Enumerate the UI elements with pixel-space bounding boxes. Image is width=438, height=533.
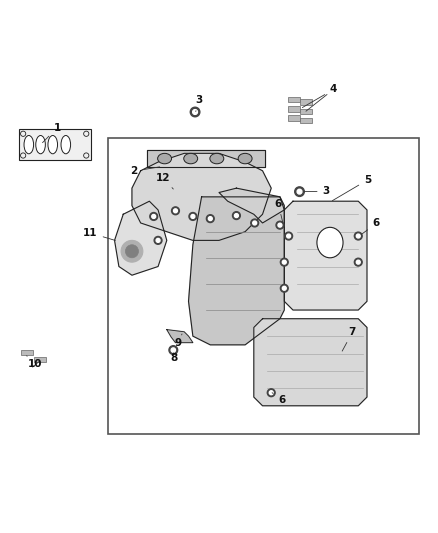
- Text: 1: 1: [42, 123, 61, 143]
- Circle shape: [191, 214, 195, 219]
- Circle shape: [171, 348, 176, 352]
- Circle shape: [253, 221, 257, 225]
- Bar: [108, 138, 419, 434]
- Circle shape: [267, 389, 275, 397]
- Circle shape: [276, 221, 284, 229]
- Circle shape: [190, 107, 200, 117]
- Circle shape: [280, 284, 288, 292]
- Text: 6: 6: [275, 199, 283, 222]
- Bar: [288, 97, 300, 102]
- Circle shape: [233, 212, 240, 220]
- Polygon shape: [188, 197, 284, 345]
- Bar: [21, 350, 33, 356]
- Text: 9: 9: [175, 334, 182, 348]
- Circle shape: [285, 232, 293, 240]
- Circle shape: [269, 391, 273, 394]
- Bar: [288, 107, 300, 111]
- Circle shape: [189, 213, 197, 220]
- Polygon shape: [254, 319, 367, 406]
- Circle shape: [295, 187, 304, 197]
- Circle shape: [193, 110, 198, 115]
- Polygon shape: [147, 150, 265, 167]
- Circle shape: [354, 258, 362, 266]
- Text: 8: 8: [170, 352, 177, 362]
- Circle shape: [172, 207, 180, 215]
- Ellipse shape: [36, 135, 46, 154]
- Circle shape: [169, 346, 178, 354]
- Circle shape: [297, 189, 302, 194]
- Circle shape: [283, 260, 286, 264]
- Circle shape: [150, 213, 158, 220]
- Polygon shape: [115, 201, 167, 275]
- Polygon shape: [132, 154, 271, 240]
- Ellipse shape: [184, 154, 198, 164]
- Ellipse shape: [48, 135, 57, 154]
- Text: 11: 11: [83, 228, 115, 240]
- Ellipse shape: [210, 154, 224, 164]
- Bar: [300, 99, 312, 104]
- Circle shape: [173, 209, 177, 213]
- Bar: [300, 118, 312, 123]
- Ellipse shape: [158, 154, 172, 164]
- Circle shape: [354, 232, 362, 240]
- Circle shape: [154, 237, 162, 244]
- Bar: [300, 109, 312, 114]
- Circle shape: [234, 214, 238, 217]
- Polygon shape: [219, 188, 284, 223]
- Ellipse shape: [317, 228, 343, 258]
- Circle shape: [121, 240, 143, 262]
- Text: 3: 3: [304, 186, 330, 196]
- Ellipse shape: [61, 135, 71, 154]
- Circle shape: [283, 286, 286, 290]
- Circle shape: [356, 234, 360, 238]
- Circle shape: [251, 219, 258, 227]
- Circle shape: [278, 223, 282, 227]
- Ellipse shape: [238, 154, 252, 164]
- Text: 4: 4: [302, 84, 337, 108]
- Circle shape: [287, 234, 290, 238]
- Circle shape: [125, 245, 138, 258]
- Ellipse shape: [24, 135, 34, 154]
- Text: 2: 2: [130, 166, 160, 176]
- Text: 6: 6: [361, 219, 380, 235]
- Circle shape: [152, 214, 155, 219]
- Text: 6: 6: [272, 393, 286, 405]
- Circle shape: [356, 260, 360, 264]
- Text: 3: 3: [195, 95, 202, 111]
- Circle shape: [206, 215, 214, 223]
- Text: 5: 5: [332, 175, 371, 201]
- Text: 7: 7: [342, 327, 356, 351]
- Bar: [34, 357, 46, 362]
- Polygon shape: [167, 329, 193, 343]
- Bar: [19, 130, 91, 160]
- Circle shape: [280, 258, 288, 266]
- Bar: [288, 116, 300, 120]
- Polygon shape: [284, 201, 367, 310]
- Text: 12: 12: [156, 173, 173, 189]
- Circle shape: [208, 217, 212, 221]
- Text: 10: 10: [27, 356, 42, 369]
- Circle shape: [156, 238, 160, 243]
